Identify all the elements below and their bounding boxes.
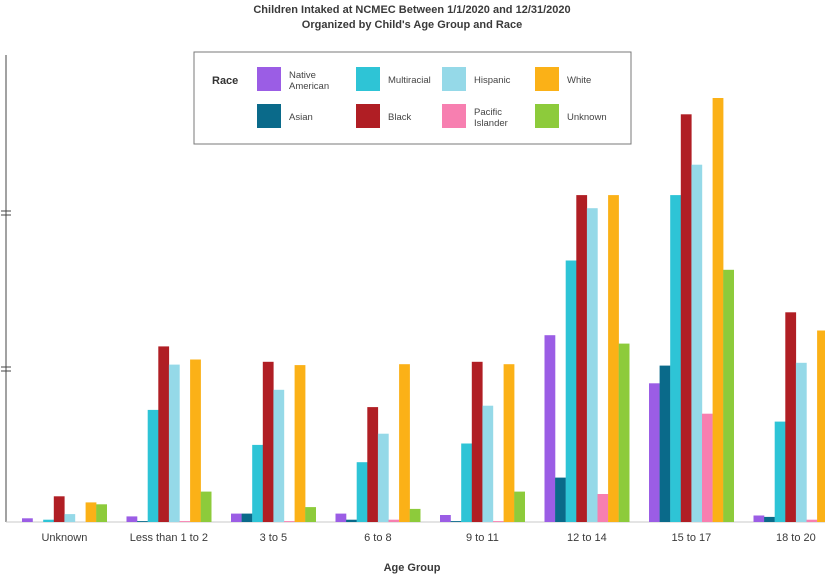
x-tick-label: 3 to 5 — [260, 532, 288, 544]
bar: Multiracial — Less than 1 to 2: 240 — [147, 409, 159, 522]
legend-label: Black — [388, 112, 411, 123]
bar: White — 18 to 20: 410 — [817, 330, 825, 522]
bar: Pacific Islander — 6 to 8: 5 — [388, 519, 400, 522]
chart-title: Children Intaked at NCMEC Between 1/1/20… — [253, 4, 570, 16]
bar: Asian — Less than 1 to 2: 2 — [137, 521, 148, 522]
bar: Multiracial — 12 to 14: 560 — [565, 260, 577, 522]
bar: Multiracial — Unknown: 5 — [43, 519, 54, 522]
legend-swatch — [356, 67, 380, 91]
bar: Native American — 18 to 20: 14 — [753, 515, 765, 522]
bar: Black — 12 to 14: 700 — [576, 195, 588, 522]
bar: White — 9 to 11: 338 — [503, 364, 515, 522]
bar: Hispanic — 18 to 20: 341 — [795, 362, 807, 522]
bar: Native American — Unknown: 8 — [22, 518, 33, 522]
bar: White — 12 to 14: 700 — [608, 195, 619, 522]
legend-swatch — [535, 67, 559, 91]
bar: Pacific Islander — 3 to 5: 2 — [284, 521, 295, 522]
legend-label: Multiracial — [388, 75, 431, 86]
bar: Native American — 12 to 14: 400 — [544, 335, 556, 522]
bar: Native American — 6 to 8: 18 — [335, 513, 347, 522]
bar: Unknown — Unknown: 38 — [96, 504, 107, 522]
bar: Black — 18 to 20: 449 — [785, 312, 797, 522]
bar: Unknown — 12 to 14: 382 — [618, 343, 630, 522]
bar: White — 6 to 8: 338 — [399, 364, 410, 522]
bar: Asian — 3 to 5: 18 — [241, 513, 253, 522]
bar: Unknown — 9 to 11: 65 — [514, 491, 525, 522]
bar: Multiracial — 3 to 5: 165 — [252, 444, 263, 522]
bar: Black — Unknown: 55 — [53, 496, 65, 522]
legend-label: Pacific — [474, 107, 502, 118]
x-tick-labels: Unknown Less than 1 to 2 3 to 5 6 to 8 9 to … — [41, 532, 815, 544]
x-tick-label: 9 to 11 — [466, 532, 499, 544]
bar: Black — 6 to 8: 246 — [367, 407, 379, 522]
bar: Multiracial — 6 to 8: 128 — [356, 462, 368, 522]
bar: Pacific Islander — 18 to 20: 5 — [806, 519, 818, 522]
bar: Pacific Islander — 9 to 11: 2 — [493, 521, 504, 522]
bar: Asian — 9 to 11: 2 — [450, 521, 462, 522]
bar: Hispanic — Unknown: 17 — [64, 514, 76, 522]
bar: Native American — 9 to 11: 15 — [440, 515, 451, 522]
x-tick-label: 12 to 14 — [567, 532, 607, 544]
legend-swatch — [535, 104, 559, 128]
legend-swatch — [257, 67, 281, 91]
x-tick-label: 18 to 20 — [776, 532, 816, 544]
legend-swatch — [442, 67, 466, 91]
bar: White — Unknown: 42 — [85, 502, 97, 522]
bar: Black — Less than 1 to 2: 376 — [158, 346, 170, 522]
bar: Multiracial — 9 to 11: 168 — [461, 443, 472, 522]
bars: Native American — Unknown: 8 Multiracial … — [22, 98, 825, 523]
bar: Hispanic — 9 to 11: 249 — [482, 405, 494, 522]
bar: Unknown — 3 to 5: 32 — [305, 507, 316, 522]
x-tick-label: 15 to 17 — [672, 532, 712, 544]
legend-label: Islander — [474, 118, 508, 129]
bar: Asian — 15 to 17: 335 — [659, 365, 671, 522]
bar: Multiracial — 18 to 20: 215 — [774, 421, 786, 522]
bar: Hispanic — 15 to 17: 765 — [691, 164, 703, 522]
legend-swatch — [257, 104, 281, 128]
x-tick-label: Unknown — [41, 532, 87, 544]
legend-label: Unknown — [567, 112, 607, 123]
x-tick-label: 6 to 8 — [364, 532, 392, 544]
legend-label: Native — [289, 70, 316, 81]
bar: Unknown — Less than 1 to 2: 65 — [200, 491, 212, 522]
bar: Hispanic — 3 to 5: 283 — [273, 389, 285, 522]
bar: Black — 3 to 5: 343 — [262, 361, 274, 522]
legend-box — [193, 51, 632, 145]
bar: White — 3 to 5: 336 — [294, 365, 306, 522]
legend-label: American — [289, 81, 329, 92]
bar: Unknown — 15 to 17: 540 — [723, 269, 734, 522]
legend-label: Hispanic — [474, 75, 511, 86]
bar: Pacific Islander — Less than 1 to 2: 2 — [179, 521, 191, 522]
bar: Native American — Less than 1 to 2: 12 — [126, 516, 138, 522]
bar: Multiracial — 15 to 17: 700 — [670, 195, 681, 522]
legend-swatch — [356, 104, 380, 128]
bar: Black — 9 to 11: 343 — [471, 361, 483, 522]
x-axis-label: Age Group — [384, 562, 441, 574]
x-tick-label: Less than 1 to 2 — [130, 532, 208, 544]
bar: Asian — 12 to 14: 95 — [555, 477, 566, 522]
bar: Unknown — 6 to 8: 28 — [409, 508, 421, 522]
legend-label: White — [567, 75, 591, 86]
bar: Hispanic — 6 to 8: 189 — [377, 433, 389, 522]
bar: Pacific Islander — 15 to 17: 232 — [702, 413, 713, 522]
legend-title: Race — [212, 75, 238, 87]
bar: Asian — 6 to 8: 5 — [346, 519, 357, 522]
bar: Hispanic — Less than 1 to 2: 337 — [168, 364, 180, 522]
bar: Pacific Islander — 12 to 14: 60 — [597, 494, 609, 522]
bar: Hispanic — 12 to 14: 672 — [586, 208, 598, 522]
bar: Black — 15 to 17: 873 — [680, 114, 692, 523]
bar: Native American — 3 to 5: 18 — [231, 513, 242, 522]
bar: Native American — 15 to 17: 297 — [649, 383, 660, 522]
bar: White — 15 to 17: 908 — [712, 98, 724, 522]
legend-label: Asian — [289, 112, 313, 123]
bar: Asian — 18 to 20: 11 — [764, 516, 775, 522]
chart-subtitle: Organized by Child's Age Group and Race — [302, 19, 522, 31]
legend-swatch — [442, 104, 466, 128]
bar: White — Less than 1 to 2: 348 — [190, 359, 201, 522]
